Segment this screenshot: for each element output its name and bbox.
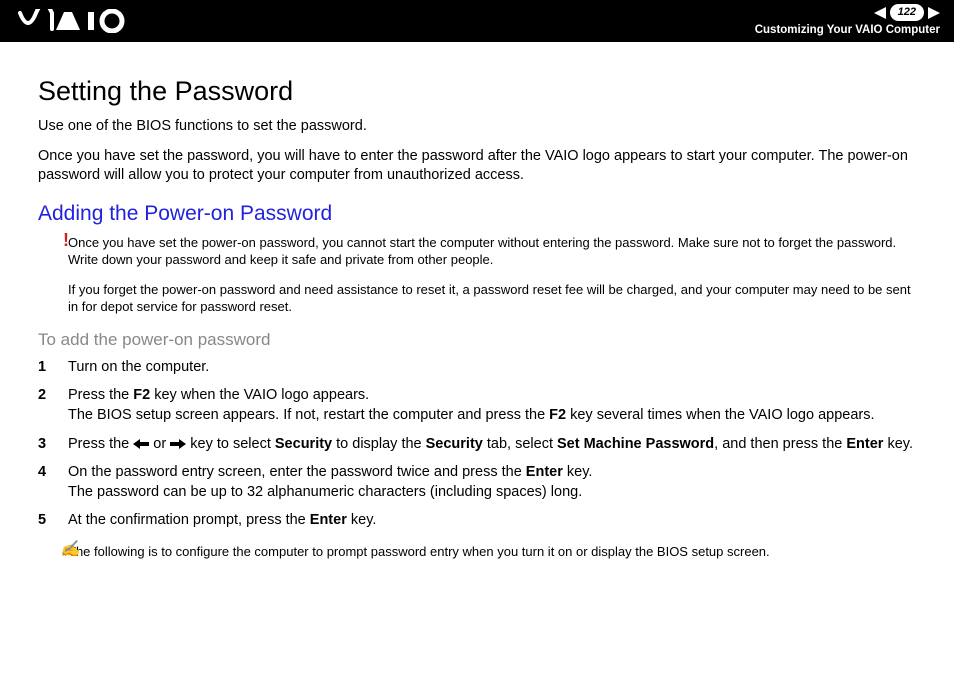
warning-icon: ! — [63, 230, 69, 251]
left-arrow-icon — [133, 436, 149, 452]
header-bar: 122 Customizing Your VAIO Computer — [0, 0, 954, 42]
intro-paragraph-1: Use one of the BIOS functions to set the… — [38, 117, 916, 137]
vaio-logo — [0, 9, 128, 33]
prev-page-arrow-icon[interactable] — [874, 7, 886, 19]
step-number: 2 — [38, 386, 68, 406]
page-content: Setting the Password Use one of the BIOS… — [0, 42, 954, 580]
note-block: ✍ The following is to configure the comp… — [38, 543, 916, 561]
warning-text-1: Once you have set the power-on password,… — [68, 234, 916, 269]
step-body: Press the F2 key when the VAIO logo appe… — [68, 386, 916, 425]
step-number: 5 — [38, 511, 68, 531]
step-number: 1 — [38, 358, 68, 378]
page-title: Setting the Password — [38, 76, 916, 107]
step-body: On the password entry screen, enter the … — [68, 463, 916, 502]
step-body: Press the or key to select Security to d… — [68, 435, 916, 455]
step-item: 2Press the F2 key when the VAIO logo app… — [38, 386, 916, 425]
steps-list: 1Turn on the computer.2Press the F2 key … — [38, 358, 916, 531]
page-number: 122 — [890, 4, 924, 20]
step-item: 3Press the or key to select Security to … — [38, 435, 916, 455]
next-page-arrow-icon[interactable] — [928, 7, 940, 19]
intro-paragraph-2: Once you have set the password, you will… — [38, 147, 916, 186]
step-number: 3 — [38, 435, 68, 455]
step-item: 5At the confirmation prompt, press the E… — [38, 511, 916, 531]
note-text: The following is to configure the comput… — [68, 543, 916, 561]
warning-block: ! Once you have set the power-on passwor… — [38, 234, 916, 316]
page-nav: 122 — [755, 4, 940, 20]
note-icon: ✍ — [60, 539, 80, 559]
breadcrumb: Customizing Your VAIO Computer — [755, 23, 940, 38]
warning-text-2: If you forget the power-on password and … — [68, 281, 916, 316]
procedure-heading: To add the power-on password — [38, 330, 916, 350]
step-body: Turn on the computer. — [68, 358, 916, 378]
header-right: 122 Customizing Your VAIO Computer — [755, 4, 940, 37]
right-arrow-icon — [170, 436, 186, 452]
step-body: At the confirmation prompt, press the En… — [68, 511, 916, 531]
step-item: 1Turn on the computer. — [38, 358, 916, 378]
section-heading: Adding the Power-on Password — [38, 202, 916, 226]
step-item: 4On the password entry screen, enter the… — [38, 463, 916, 502]
step-number: 4 — [38, 463, 68, 483]
